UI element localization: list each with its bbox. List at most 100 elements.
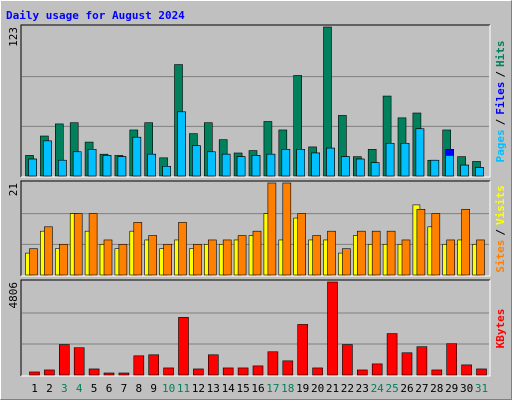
bar — [267, 182, 277, 276]
legend: Pages / Files / Hits — [494, 41, 507, 163]
bar — [401, 239, 411, 276]
bar — [461, 364, 472, 376]
bar — [162, 166, 171, 177]
bar — [236, 156, 246, 177]
bar — [148, 235, 157, 276]
bar — [73, 213, 83, 276]
chart-title: Daily usage for August 2024 — [6, 9, 185, 22]
x-tick-label: 30 — [460, 382, 473, 395]
bar — [178, 317, 189, 376]
bar — [282, 360, 294, 376]
bar — [237, 235, 247, 276]
bar — [43, 140, 52, 177]
bar — [281, 149, 291, 177]
x-tick-label: 14 — [222, 382, 236, 395]
bar — [461, 208, 470, 276]
bar — [177, 111, 186, 177]
bar — [297, 324, 309, 376]
bar — [251, 155, 261, 177]
x-tick-label: 16 — [251, 382, 264, 395]
legend-entry: Visits — [494, 185, 507, 225]
bar — [386, 230, 396, 276]
bar — [252, 365, 264, 376]
legend-entry: Sites — [494, 240, 507, 273]
bar — [87, 149, 97, 177]
bar — [476, 368, 487, 376]
bar — [133, 355, 145, 376]
x-tick-label: 10 — [162, 382, 175, 395]
x-tick-label: 31 — [475, 382, 488, 395]
bar — [342, 344, 353, 376]
bar — [386, 333, 398, 376]
bar — [297, 213, 307, 276]
x-tick-label: 11 — [177, 382, 190, 395]
bar — [401, 352, 413, 376]
legend-entry: KBytes — [494, 309, 507, 349]
x-tick-label: 18 — [281, 382, 294, 395]
bar — [327, 230, 336, 276]
x-tick-label: 5 — [91, 382, 98, 395]
x-tick-label: 6 — [106, 382, 113, 395]
bar — [266, 153, 276, 177]
y-tick-label: 4806 — [7, 282, 20, 309]
bar — [193, 244, 202, 276]
x-tick-label: 13 — [207, 382, 220, 395]
bar — [371, 363, 383, 376]
bar — [192, 145, 201, 177]
bar — [326, 147, 335, 177]
x-tick-label: 2 — [46, 382, 53, 395]
bar — [312, 235, 321, 276]
x-tick-label: 17 — [266, 382, 279, 395]
bar — [73, 347, 85, 376]
x-tick-label: 19 — [296, 382, 309, 395]
bar — [103, 372, 115, 376]
bar — [341, 156, 350, 177]
bar — [342, 248, 351, 276]
bar — [475, 167, 484, 177]
x-tick-label: 12 — [192, 382, 205, 395]
bar — [370, 162, 380, 177]
bar — [28, 158, 37, 177]
x-tick-label: 9 — [150, 382, 157, 395]
bar — [103, 239, 113, 276]
bar — [88, 213, 98, 276]
bar — [58, 244, 68, 276]
plot-border-dark — [20, 180, 490, 276]
bar — [385, 142, 395, 177]
x-tick-label: 7 — [121, 382, 128, 395]
bar — [118, 372, 130, 376]
x-tick-label: 22 — [341, 382, 354, 395]
bar — [356, 230, 366, 276]
bar — [222, 367, 234, 376]
y-tick-label: 123 — [7, 27, 20, 47]
x-tick-label: 20 — [311, 382, 324, 395]
plot-border-light — [21, 280, 491, 377]
bar — [355, 158, 365, 177]
bar — [208, 354, 219, 376]
bar — [163, 244, 172, 276]
y-tick-label: 21 — [7, 183, 20, 196]
bar — [29, 371, 40, 376]
bar — [44, 226, 53, 276]
bar — [58, 344, 70, 376]
bar — [356, 369, 368, 376]
legend: Sites / Visits — [494, 185, 507, 273]
bar — [193, 368, 204, 376]
x-tick-label: 23 — [356, 382, 369, 395]
legend-entry: Files — [494, 82, 507, 115]
bar — [252, 230, 262, 276]
legend-separator: / — [494, 118, 507, 125]
bar — [147, 153, 156, 177]
bar — [416, 208, 426, 276]
bar — [415, 128, 425, 177]
bar — [132, 136, 142, 177]
x-tick-label: 4 — [76, 382, 83, 395]
x-tick-label: 1 — [31, 382, 38, 395]
bar — [431, 369, 443, 376]
bar — [282, 182, 292, 276]
bar — [460, 164, 469, 177]
legend: KBytes — [494, 309, 507, 349]
bar — [431, 213, 441, 276]
